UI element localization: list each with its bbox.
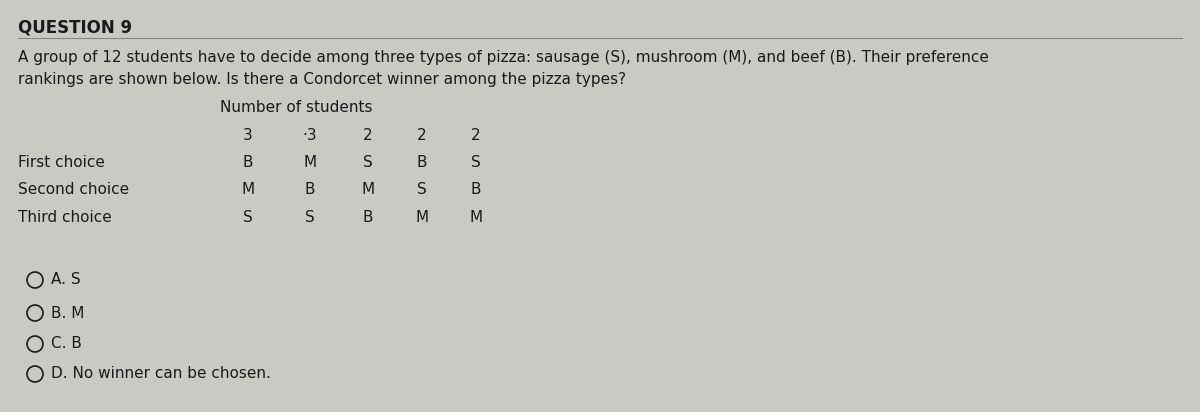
Text: ·3: ·3: [302, 128, 317, 143]
Text: S: S: [364, 155, 373, 170]
Text: Third choice: Third choice: [18, 210, 112, 225]
Text: A group of 12 students have to decide among three types of pizza: sausage (S), m: A group of 12 students have to decide am…: [18, 50, 989, 65]
Text: B: B: [416, 155, 427, 170]
Text: QUESTION 9: QUESTION 9: [18, 18, 132, 36]
Text: B: B: [305, 182, 316, 197]
Text: 2: 2: [418, 128, 427, 143]
Text: Second choice: Second choice: [18, 182, 130, 197]
Text: M: M: [241, 182, 254, 197]
Text: First choice: First choice: [18, 155, 104, 170]
Text: B. M: B. M: [50, 306, 84, 321]
Text: B: B: [470, 182, 481, 197]
Text: M: M: [304, 155, 317, 170]
Text: rankings are shown below. Is there a Condorcet winner among the pizza types?: rankings are shown below. Is there a Con…: [18, 72, 626, 87]
Text: A. S: A. S: [50, 272, 80, 288]
Text: S: S: [305, 210, 314, 225]
Text: S: S: [244, 210, 253, 225]
Text: M: M: [361, 182, 374, 197]
Text: D. No winner can be chosen.: D. No winner can be chosen.: [50, 367, 271, 382]
Text: M: M: [469, 210, 482, 225]
Text: 3: 3: [244, 128, 253, 143]
Text: B: B: [362, 210, 373, 225]
Text: Number of students: Number of students: [220, 100, 372, 115]
Text: C. B: C. B: [50, 337, 82, 351]
Text: 2: 2: [364, 128, 373, 143]
Text: S: S: [472, 155, 481, 170]
Text: S: S: [418, 182, 427, 197]
Text: 2: 2: [472, 128, 481, 143]
Text: B: B: [242, 155, 253, 170]
Text: M: M: [415, 210, 428, 225]
